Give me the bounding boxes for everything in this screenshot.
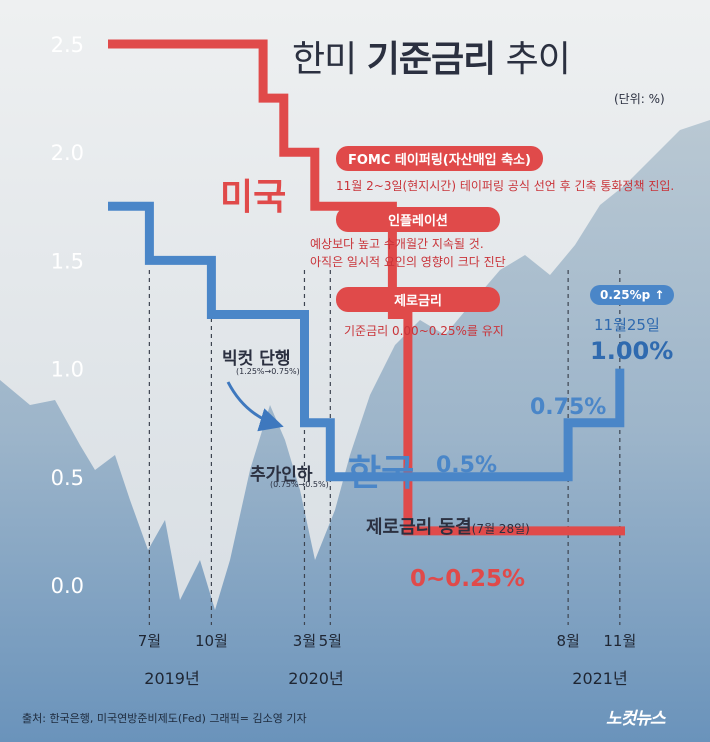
us-series-label: 미국 bbox=[220, 177, 287, 218]
x-year-label: 2019년 bbox=[144, 669, 199, 688]
us-rate-line bbox=[108, 39, 625, 536]
x-month-label: 10월 bbox=[195, 632, 228, 650]
y-tick-label: 1.5 bbox=[51, 249, 84, 273]
korea-series-label: 한국 bbox=[348, 453, 415, 494]
unit-label: (단위: %) bbox=[614, 92, 665, 106]
publisher-logo: 노컷뉴스 bbox=[606, 709, 666, 729]
extra-cut-detail: (0.75%→0.5%) bbox=[270, 480, 329, 489]
y-tick-label: 0.5 bbox=[51, 466, 84, 490]
note-pill-inflation: 인플레이션 bbox=[336, 207, 500, 232]
note-pill-zero-rate: 제로금리 bbox=[336, 287, 500, 312]
x-month-label: 3월 bbox=[293, 632, 316, 650]
note-text-inflation-1: 예상보다 높고 수개월간 지속될 것. bbox=[310, 237, 484, 251]
y-axis-ticks: 2.5 2.0 1.5 1.0 0.5 0.0 bbox=[51, 33, 84, 598]
source-credit: 출처: 한국은행, 미국연방준비제도(Fed) 그래픽= 김소영 기자 bbox=[22, 712, 307, 725]
extra-cut-label: 추가인하 bbox=[250, 465, 313, 485]
hike-date: 11월25일 bbox=[594, 316, 660, 334]
big-cut-arrow bbox=[226, 381, 284, 432]
note-pill-fomc: FOMC 테이퍼링(자산매입 축소) bbox=[336, 146, 543, 171]
y-tick-label: 0.0 bbox=[51, 574, 84, 598]
zero-freeze-text: 제로금리 동결 bbox=[366, 517, 472, 538]
note-text-fomc: 11월 2~3일(현지시간) 테이퍼링 공식 선언 후 긴축 통화정책 진입. bbox=[336, 179, 675, 193]
series-layer bbox=[108, 39, 625, 536]
korea-rate-line bbox=[108, 201, 625, 482]
x-axis-labels: 7월 10월 3월 5월 8월 11월 2019년 2020년 2021년 bbox=[138, 632, 637, 688]
x-month-label: 5월 bbox=[319, 632, 342, 650]
korea-rate-label: 0.5% bbox=[436, 453, 498, 478]
x-year-label: 2021년 bbox=[572, 669, 627, 688]
note-text-inflation-2: 아직은 일시적 요인의 영향이 크다 진단 bbox=[310, 255, 506, 269]
big-cut-label: 빅컷 단행 bbox=[222, 349, 291, 369]
zero-freeze-date: (7월 28일) bbox=[471, 522, 530, 536]
x-month-label: 8월 bbox=[556, 632, 579, 650]
hike-pill: 0.25%p ↑ bbox=[590, 285, 675, 305]
hike-rate: 1.00% bbox=[590, 337, 674, 365]
title-suffix: 추이 bbox=[505, 39, 571, 80]
y-tick-label: 2.0 bbox=[51, 141, 84, 165]
zero-freeze-label: 제로금리 동결(7월 28일) bbox=[366, 513, 530, 539]
x-month-label: 11월 bbox=[603, 632, 636, 650]
title-prefix: 한미 bbox=[292, 39, 357, 80]
title-bold: 기준금리 bbox=[366, 39, 496, 80]
y-tick-label: 2.5 bbox=[51, 33, 84, 57]
x-year-label: 2020년 bbox=[288, 669, 343, 688]
big-cut-detail: (1.25%→0.75%) bbox=[236, 367, 300, 376]
y-tick-label: 1.0 bbox=[51, 358, 84, 382]
background-area bbox=[0, 120, 710, 742]
us-zero-rate-label: 0~0.25% bbox=[410, 566, 526, 592]
rate-075-label: 0.75% bbox=[530, 395, 607, 420]
x-month-label: 7월 bbox=[138, 632, 161, 650]
chart-title: 한미 기준금리 추이 bbox=[292, 30, 571, 82]
note-text-zero-rate: 기준금리 0.00~0.25%를 유지 bbox=[344, 324, 504, 338]
